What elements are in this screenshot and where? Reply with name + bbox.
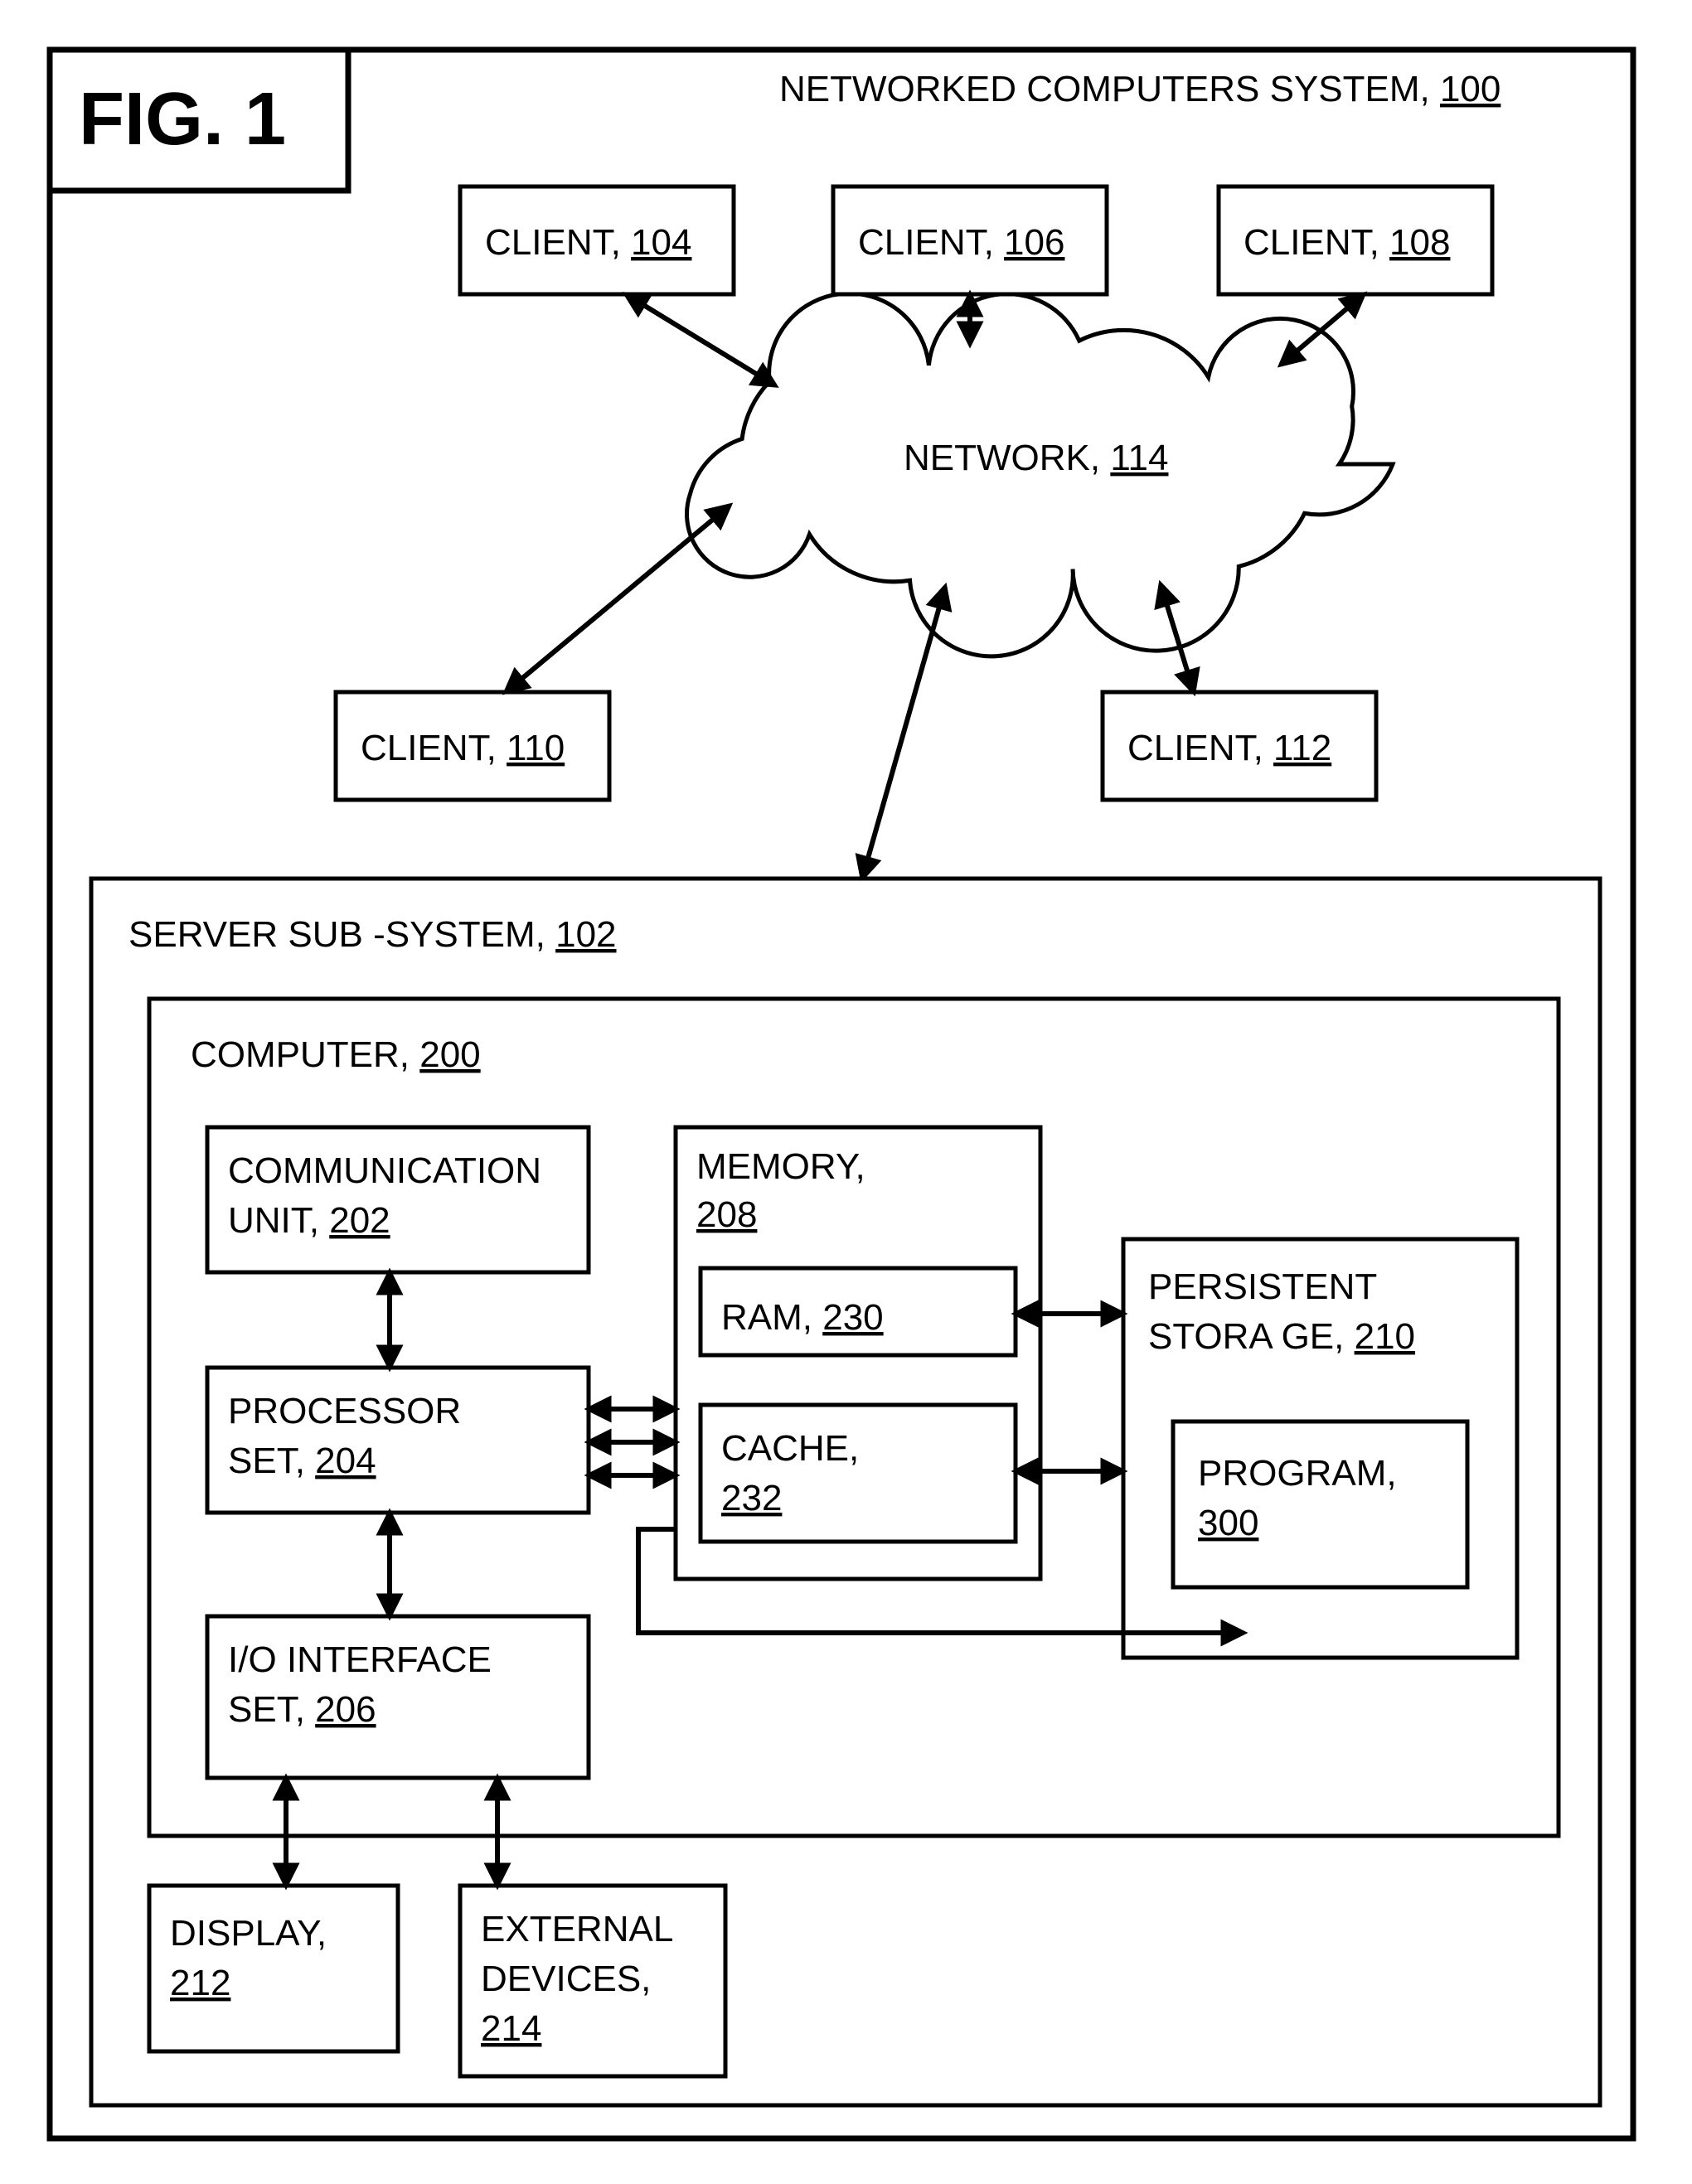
program-l2: 300 <box>1198 1503 1258 1543</box>
figure-label: FIG. 1 <box>79 78 286 161</box>
persist-l2: STORA GE, 210 <box>1148 1316 1415 1357</box>
client-110-label: CLIENT, 110 <box>361 728 565 768</box>
processor-set-l2: SET, 204 <box>228 1441 376 1481</box>
io-interface-set-l1: I/O INTERFACE <box>228 1639 492 1680</box>
ram-box-label: RAM, 230 <box>721 1297 884 1338</box>
memory-l2: 208 <box>696 1194 757 1235</box>
computer-label: COMPUTER, 200 <box>191 1034 481 1075</box>
ext-l2: DEVICES, <box>481 1959 651 1999</box>
processor-set-l1: PROCESSOR <box>228 1391 461 1431</box>
client-104-label: CLIENT, 104 <box>485 222 691 263</box>
server-sub-label: SERVER SUB -SYSTEM, 102 <box>128 914 617 955</box>
io-interface-set-l2: SET, 206 <box>228 1689 376 1730</box>
system-title: NETWORKED COMPUTERS SYSTEM, 100 <box>779 69 1500 109</box>
display-l2: 212 <box>170 1963 230 2003</box>
communication-unit-l1: COMMUNICATION <box>228 1150 541 1191</box>
client-108-label: CLIENT, 108 <box>1244 222 1450 263</box>
persist-l1: PERSISTENT <box>1148 1266 1377 1307</box>
client-112-label: CLIENT, 112 <box>1127 728 1331 768</box>
ext-l1: EXTERNAL <box>481 1909 673 1949</box>
ext-l3: 214 <box>481 2008 541 2049</box>
display-l1: DISPLAY, <box>170 1913 327 1954</box>
memory-l1: MEMORY, <box>696 1146 865 1187</box>
cache-l1: CACHE, <box>721 1428 859 1469</box>
network-label: NETWORK, 114 <box>904 438 1168 478</box>
cache-box <box>701 1405 1016 1542</box>
communication-unit-l2: UNIT, 202 <box>228 1200 390 1241</box>
program-l1: PROGRAM, <box>1198 1453 1397 1494</box>
client-106-label: CLIENT, 106 <box>858 222 1064 263</box>
cache-l2: 232 <box>721 1478 782 1518</box>
